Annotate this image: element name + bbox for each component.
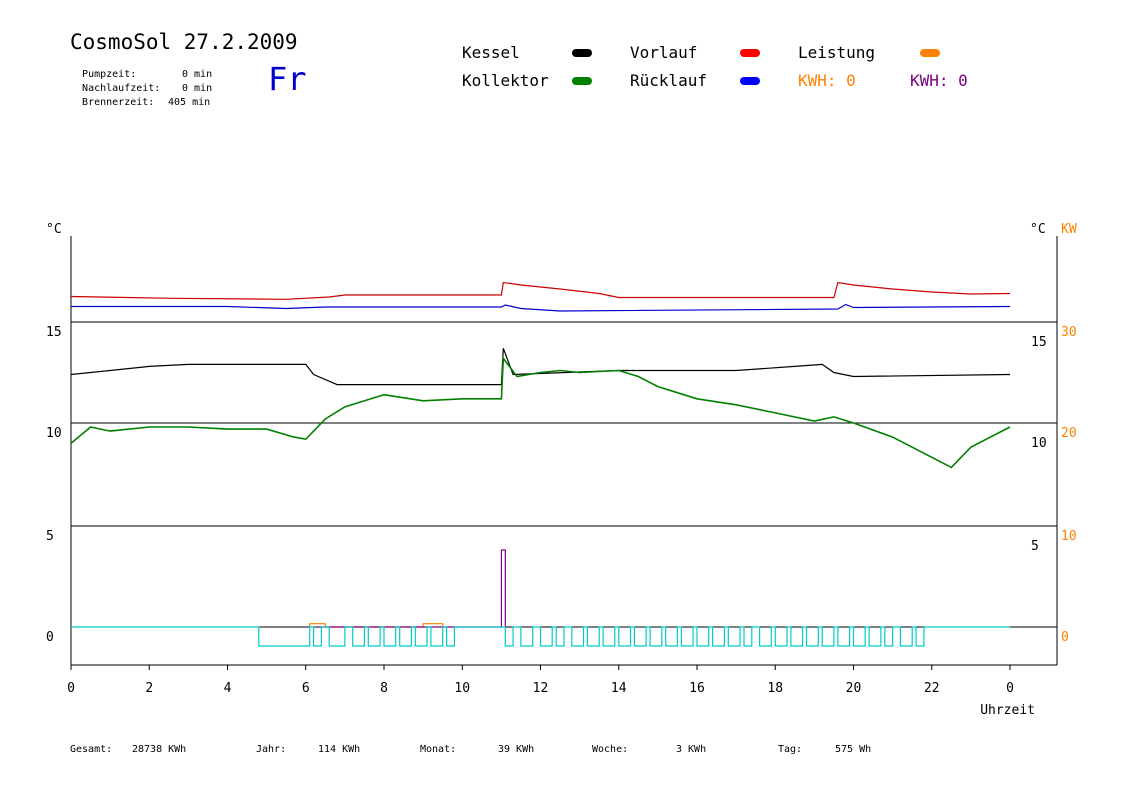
footer-value: 39 KWh [498, 744, 535, 755]
legend-vorlauf-swatch [740, 49, 760, 57]
footer-gesamt: Gesamt: 28738 KWh [70, 744, 186, 755]
y-tick-right-kw: 30 [1061, 325, 1077, 340]
y-tick-left: 15 [46, 325, 62, 340]
legend-kwh-orange: KWH: 0 [798, 71, 856, 90]
footer-label: Woche: [592, 744, 629, 755]
grid [70, 236, 1058, 670]
legend-leistung-swatch [920, 49, 940, 57]
info-label: Brennerzeit: [82, 97, 155, 108]
info-value: 0 min [182, 83, 213, 94]
chart-title: CosmoSol 27.2.2009 [70, 30, 298, 54]
y-unit-left: °C [46, 222, 62, 237]
x-tick-label: 16 [689, 681, 705, 696]
x-tick-label: 4 [224, 681, 232, 696]
info-label: Pumpzeit: [82, 69, 137, 80]
legend-kessel-swatch [572, 49, 592, 57]
footer-jahr: Jahr: 114 KWh [256, 744, 360, 755]
info-pumpzeit: Pumpzeit: 0 min [70, 58, 212, 80]
info-value: 405 min [168, 97, 211, 108]
x-tick-label: 0 [1006, 681, 1014, 696]
footer-woche: Woche: 3 KWh [592, 744, 706, 755]
y-tick-right-kw: 20 [1061, 426, 1077, 441]
series-pumpe [71, 626, 1010, 647]
footer-label: Jahr: [256, 744, 287, 755]
y-tick-left: 10 [46, 426, 62, 441]
x-tick-label: 14 [611, 681, 627, 696]
info-label: Nachlaufzeit: [82, 83, 161, 94]
y-tick-right-kw: 0 [1061, 630, 1069, 645]
x-tick-label: 6 [302, 681, 310, 696]
x-tick-label: 8 [380, 681, 388, 696]
y-unit-right-kw: KW [1061, 222, 1077, 237]
x-tick-label: 22 [924, 681, 940, 696]
x-tick-label: 10 [454, 681, 470, 696]
footer-tag: Tag: 575 Wh [778, 744, 871, 755]
info-value: 0 min [182, 69, 213, 80]
chart-canvas: 0 2 4 6 8 10 12 14 16 18 20 22 0 Uhrzeit °C °C KW 15 10 5 0 1… [46, 222, 1077, 718]
y-tick-right-c: 5 [1031, 539, 1039, 554]
series-kessel [70, 348, 1011, 386]
y-tick-right-kw: 10 [1061, 529, 1077, 544]
legend-leistung-label: Leistung [798, 43, 876, 62]
y-unit-right: °C [1030, 222, 1046, 237]
footer-label: Tag: [778, 744, 803, 755]
legend-ruecklauf-label: Rücklauf [630, 71, 708, 90]
x-tick-label: 20 [846, 681, 862, 696]
footer-value: 28738 KWh [132, 744, 187, 755]
x-tick-label: 2 [145, 681, 153, 696]
y-tick-right-c: 15 [1031, 335, 1047, 350]
y-tick-left: 5 [46, 529, 54, 544]
x-axis-label: Uhrzeit [980, 703, 1035, 718]
x-tick-label: 12 [533, 681, 549, 696]
footer-label: Gesamt: [70, 744, 113, 755]
legend-kollektor-label: Kollektor [462, 71, 549, 90]
legend-kessel-label: Kessel [462, 43, 520, 62]
y-tick-left: 0 [46, 630, 54, 645]
footer-value: 3 KWh [676, 744, 707, 755]
legend-vorlauf-label: Vorlauf [630, 43, 698, 62]
series-vorlauf [70, 281, 1011, 300]
legend-kwh-purple: KWH: 0 [910, 71, 968, 90]
x-tick-label: 0 [67, 681, 75, 696]
weekday-label: Fr [268, 60, 307, 98]
series-layer [70, 281, 1011, 647]
series-kwh [317, 549, 506, 628]
footer-label: Monat: [420, 744, 457, 755]
footer-value: 114 KWh [318, 744, 361, 755]
legend-kollektor-swatch [572, 77, 592, 85]
legend-ruecklauf-swatch [740, 77, 760, 85]
footer-monat: Monat: 39 KWh [420, 744, 534, 755]
axis-labels: 0 2 4 6 8 10 12 14 16 18 20 22 0 Uhrzeit °C °C KW 15 10 5 0 1… [46, 222, 1077, 718]
info-nachlaufzeit: Nachlaufzeit: 0 min [70, 72, 212, 94]
y-tick-right-c: 10 [1031, 436, 1047, 451]
info-brennerzeit: Brennerzeit: 405 min [70, 86, 210, 108]
series-ruecklauf [71, 303, 1011, 312]
series-kollektor [70, 356, 1011, 469]
footer-value: 575 Wh [835, 744, 872, 755]
x-tick-label: 18 [767, 681, 783, 696]
